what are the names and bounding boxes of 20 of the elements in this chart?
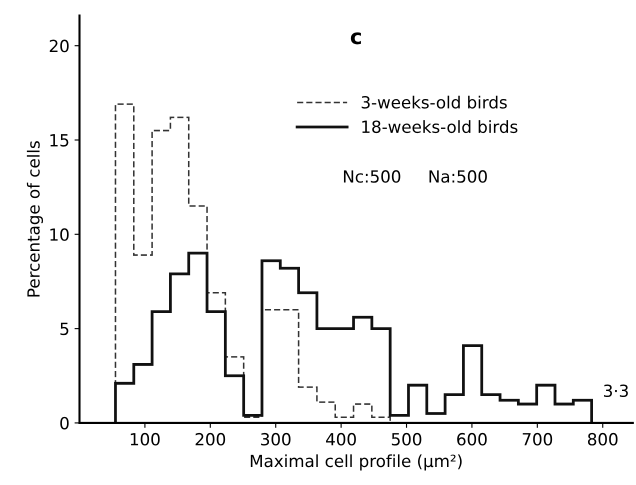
annotation: 3·3: [604, 384, 628, 398]
x-tick-label: 800: [588, 432, 618, 446]
y-tick-label: 20: [50, 40, 69, 52]
x-axis-title: Maximal cell profile (µm²): [250, 454, 462, 470]
y-tick-label: 0: [60, 416, 69, 430]
y-axis-title: Percentage of cells: [26, 141, 44, 296]
x-tick-label: 100: [130, 432, 160, 446]
annotation: c: [350, 32, 361, 44]
x-tick-label: 200: [196, 432, 226, 446]
x-tick-label: 400: [326, 432, 356, 446]
x-tick-label: 700: [522, 432, 552, 446]
y-tick-label: 10: [50, 228, 69, 241]
y-tick-label: 5: [60, 322, 68, 336]
y-tick-label: 15: [50, 134, 68, 147]
legend-label: 18-weeks-old birds: [362, 120, 518, 134]
x-tick-label: 500: [392, 432, 422, 446]
x-tick-label: 300: [261, 432, 291, 446]
x-tick-label: 600: [457, 432, 487, 446]
legend-label: 3-weeks-old birds: [362, 96, 507, 109]
annotation: Nc:500 Na:500: [344, 170, 487, 183]
